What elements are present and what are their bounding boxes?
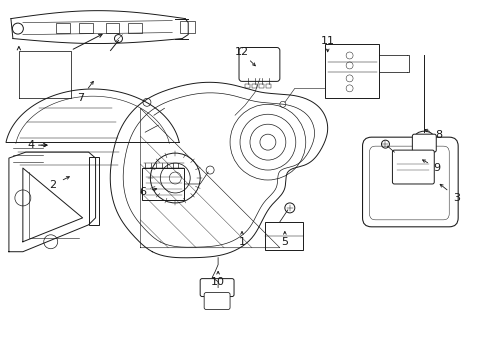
- FancyBboxPatch shape: [203, 293, 229, 310]
- Text: 6: 6: [139, 187, 145, 197]
- FancyBboxPatch shape: [369, 146, 448, 220]
- Text: 12: 12: [234, 48, 248, 58]
- FancyBboxPatch shape: [362, 137, 457, 227]
- Bar: [180, 21, 195, 32]
- Bar: [88, 157, 99, 225]
- FancyBboxPatch shape: [411, 134, 435, 152]
- Bar: [245, 84, 250, 88]
- FancyBboxPatch shape: [142, 168, 184, 200]
- Bar: [324, 44, 379, 98]
- Bar: [79, 23, 92, 32]
- Text: 4: 4: [27, 140, 34, 150]
- Bar: [128, 23, 142, 32]
- Bar: [105, 23, 119, 32]
- Bar: [264, 222, 302, 250]
- FancyBboxPatch shape: [392, 150, 433, 184]
- FancyBboxPatch shape: [200, 279, 234, 297]
- Text: 11: 11: [320, 36, 334, 46]
- Text: 2: 2: [49, 180, 56, 190]
- Text: 10: 10: [211, 276, 224, 287]
- Bar: [266, 84, 271, 88]
- Bar: [259, 84, 264, 88]
- Bar: [56, 23, 69, 32]
- Text: 1: 1: [238, 237, 245, 247]
- Text: 9: 9: [433, 163, 440, 173]
- Ellipse shape: [413, 131, 433, 145]
- Text: 3: 3: [453, 193, 460, 203]
- Text: 7: 7: [77, 93, 84, 103]
- Text: 8: 8: [435, 130, 442, 140]
- FancyBboxPatch shape: [239, 48, 279, 81]
- Text: 5: 5: [281, 237, 288, 247]
- Bar: [252, 84, 257, 88]
